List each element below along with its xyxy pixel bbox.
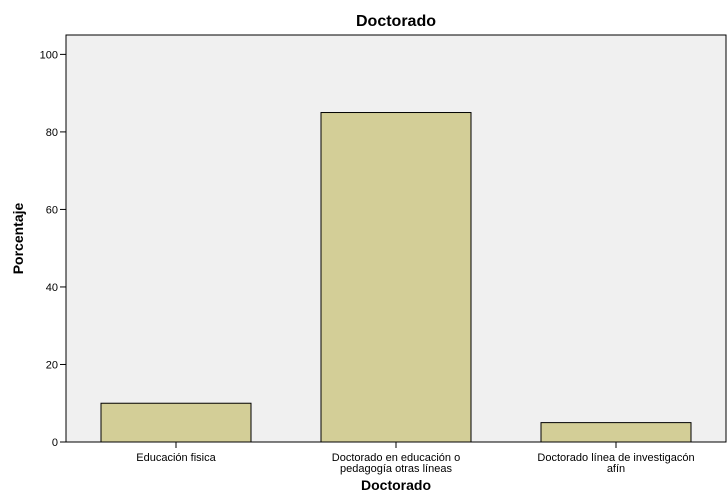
bar: [100, 402, 252, 443]
y-tick-label: 60: [46, 204, 58, 216]
y-tick-label: 0: [52, 437, 58, 449]
y-tick-label: 40: [46, 282, 58, 294]
x-category-label: pedagogía otras líneas: [340, 463, 452, 475]
x-axis-ticks: Educación fisica Doctorado en educación o…: [136, 442, 695, 475]
y-tick-label: 100: [40, 49, 58, 61]
x-axis-title: Doctorado: [361, 477, 431, 493]
x-category-label: Doctorado línea de investigacón: [537, 452, 694, 464]
chart-title: Doctorado: [356, 13, 436, 30]
y-axis-ticks: 0 20 40 60 80 100: [40, 49, 66, 449]
y-tick-label: 80: [46, 127, 58, 139]
y-axis-title: Porcentaje: [10, 202, 26, 274]
bars: [100, 112, 692, 443]
bar: [320, 112, 472, 443]
x-category-label: afín: [607, 463, 625, 475]
bar: [540, 422, 692, 443]
x-category-label: Doctorado en educación o: [332, 452, 460, 464]
y-tick-label: 20: [46, 359, 58, 371]
x-category-label: Educación fisica: [136, 452, 216, 464]
